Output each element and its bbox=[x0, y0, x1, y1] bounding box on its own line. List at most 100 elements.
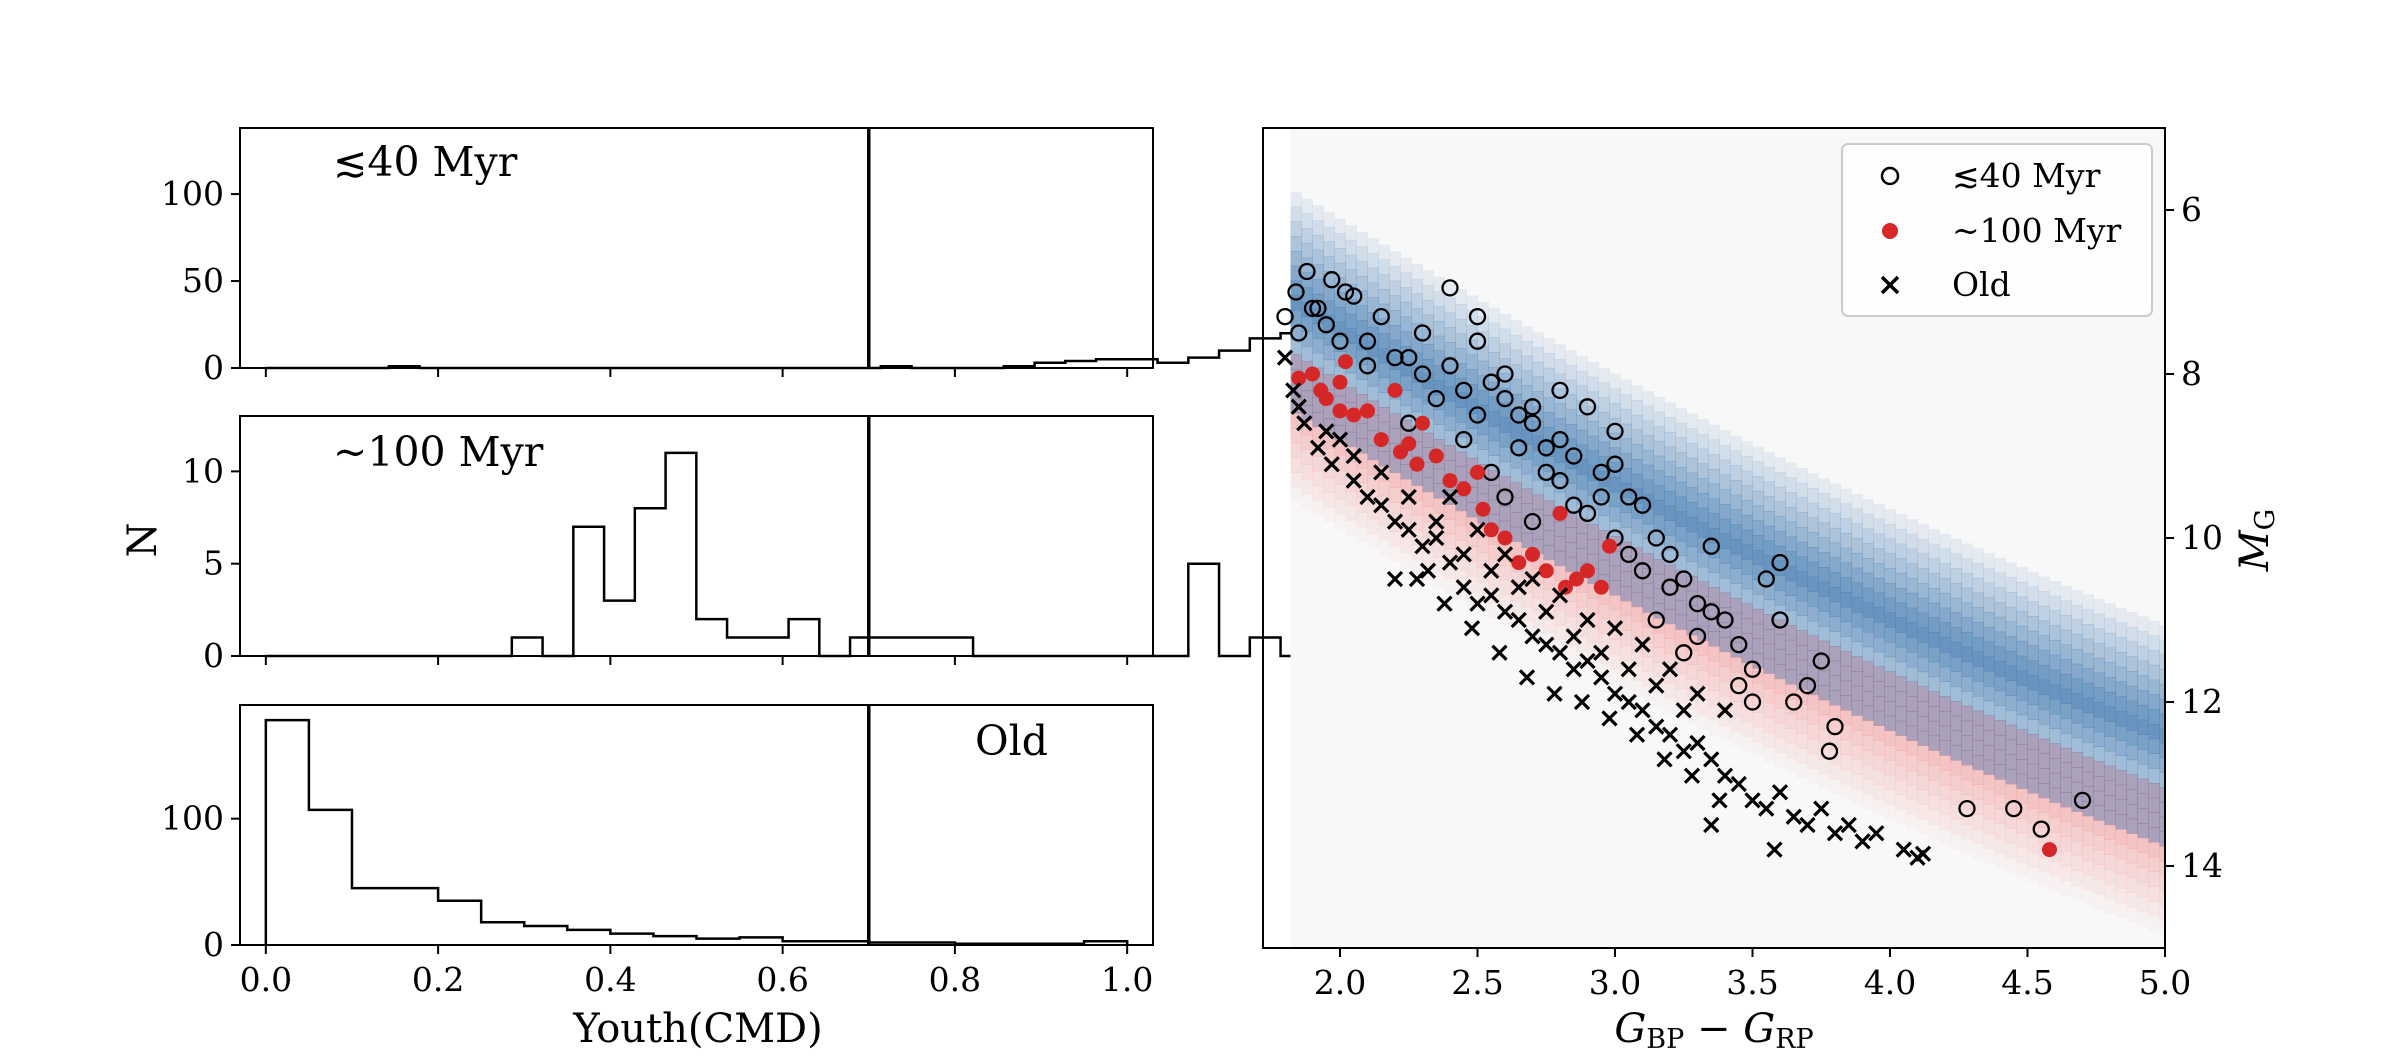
model-band-cell bbox=[1290, 413, 1302, 429]
model-band-cell bbox=[1917, 612, 1929, 628]
model-band-cell bbox=[1906, 666, 1918, 682]
model-band-cell bbox=[1697, 670, 1709, 686]
point-old bbox=[1428, 529, 1445, 547]
model-band-cell bbox=[1928, 794, 1940, 810]
model-band-cell bbox=[1906, 799, 1918, 815]
model-band-cell bbox=[1642, 523, 1654, 540]
model-band-cell bbox=[2082, 756, 2094, 773]
model-band-cell bbox=[1664, 653, 1676, 669]
point-40myr bbox=[1688, 627, 1707, 646]
model-band-cell bbox=[1983, 626, 1995, 643]
model-band-cell bbox=[1906, 563, 1918, 579]
model-band-cell bbox=[1774, 545, 1786, 562]
model-band-cell bbox=[1763, 481, 1775, 497]
model-band-cell bbox=[1433, 498, 1445, 514]
model-band-cell bbox=[1939, 548, 1951, 564]
model-band-cell bbox=[2093, 761, 2105, 777]
model-band-cell bbox=[1521, 459, 1533, 475]
model-band-cell bbox=[1851, 671, 1863, 687]
point-old bbox=[1546, 685, 1563, 702]
model-band-cell bbox=[1334, 336, 1346, 352]
model-band-cell bbox=[1807, 709, 1819, 725]
model-band-cell bbox=[1895, 706, 1907, 722]
model-band-cell bbox=[1675, 585, 1687, 601]
model-band-cell bbox=[1367, 415, 1379, 431]
model-band-cell bbox=[1983, 759, 1995, 775]
model-band-cell bbox=[1917, 701, 1929, 717]
model-band-cell bbox=[2005, 724, 2017, 741]
model-band-cell bbox=[1796, 467, 1808, 484]
model-band-cell bbox=[1697, 655, 1709, 671]
model-band-cell bbox=[1994, 675, 2006, 692]
model-band-cell bbox=[2137, 690, 2149, 706]
model-band-cell bbox=[1862, 543, 1874, 559]
model-band-cell bbox=[1763, 732, 1775, 748]
point-40myr bbox=[1309, 299, 1327, 318]
model-band-cell bbox=[2060, 836, 2072, 852]
model-band-cell bbox=[1543, 353, 1555, 369]
model-band-cell bbox=[2049, 802, 2061, 818]
model-band-cell bbox=[1455, 318, 1467, 335]
model-band-cell bbox=[1411, 337, 1423, 354]
cmd-x-tick-label: 3.5 bbox=[1726, 963, 1778, 1002]
model-band-cell bbox=[1686, 664, 1698, 680]
model-band-cell bbox=[1741, 514, 1753, 531]
model-band-cell bbox=[1312, 338, 1324, 354]
model-band-cell bbox=[1906, 770, 1918, 786]
model-band-cell bbox=[1444, 356, 1456, 373]
model-band-cell bbox=[2071, 663, 2083, 680]
model-band-cell bbox=[1477, 493, 1489, 509]
model-band-cell bbox=[2159, 728, 2165, 744]
point-old bbox=[1323, 456, 1340, 473]
model-band-cell bbox=[1884, 730, 1896, 746]
model-band-cell bbox=[1785, 713, 1797, 729]
model-band-cell bbox=[1301, 287, 1313, 303]
model-band-cell bbox=[1862, 705, 1874, 721]
model-band-cell bbox=[1543, 397, 1555, 413]
model-band-cell bbox=[1862, 720, 1874, 736]
model-band-cell bbox=[1367, 430, 1379, 446]
model-band-cell bbox=[1609, 595, 1621, 611]
model-band-cell bbox=[2126, 715, 2138, 731]
legend-marker-40myr bbox=[1880, 166, 1900, 186]
model-band-cell bbox=[1708, 454, 1720, 470]
model-band-cell bbox=[1884, 641, 1896, 658]
model-band-cell bbox=[1609, 477, 1621, 493]
model-band-cell bbox=[1521, 385, 1533, 401]
model-band-cell bbox=[2027, 601, 2039, 617]
model-band-cell bbox=[1653, 485, 1665, 501]
point-40myr bbox=[1743, 660, 1762, 678]
model-band-cell bbox=[1642, 671, 1654, 687]
model-band-cell bbox=[1829, 778, 1841, 795]
point-40myr bbox=[1386, 348, 1404, 367]
model-band-cell bbox=[1367, 326, 1379, 343]
model-band-cell bbox=[1840, 739, 1852, 755]
model-band-cell bbox=[1697, 699, 1709, 715]
model-band-cell bbox=[1895, 646, 1907, 663]
model-band-cell bbox=[1499, 328, 1511, 345]
model-band-cell bbox=[2038, 591, 2050, 607]
model-band-cell bbox=[1697, 684, 1709, 701]
model-band-cell bbox=[1598, 412, 1610, 428]
point-old bbox=[1276, 349, 1294, 366]
model-band-cell bbox=[1576, 651, 1588, 667]
model-band-cell bbox=[1906, 725, 1918, 742]
model-band-cell bbox=[1730, 509, 1742, 525]
model-band-cell bbox=[1895, 676, 1907, 692]
model-band-cell bbox=[1708, 646, 1720, 662]
model-band-cell bbox=[1444, 342, 1456, 358]
model-band-cell bbox=[1323, 462, 1335, 479]
model-band-cell bbox=[2082, 815, 2094, 832]
model-band-cell bbox=[1961, 779, 1973, 795]
model-band-cell bbox=[1334, 366, 1346, 382]
model-band-cell bbox=[1708, 660, 1720, 677]
model-band-cell bbox=[2027, 616, 2039, 632]
model-band-cell bbox=[2016, 862, 2028, 878]
model-band-cell bbox=[1730, 568, 1742, 584]
model-band-cell bbox=[1400, 552, 1412, 569]
model-band-cell bbox=[2038, 753, 2050, 769]
point-old bbox=[1285, 382, 1302, 399]
model-band-cell bbox=[2104, 839, 2116, 855]
point-40myr bbox=[1688, 594, 1707, 613]
model-band-cell bbox=[2137, 675, 2149, 691]
